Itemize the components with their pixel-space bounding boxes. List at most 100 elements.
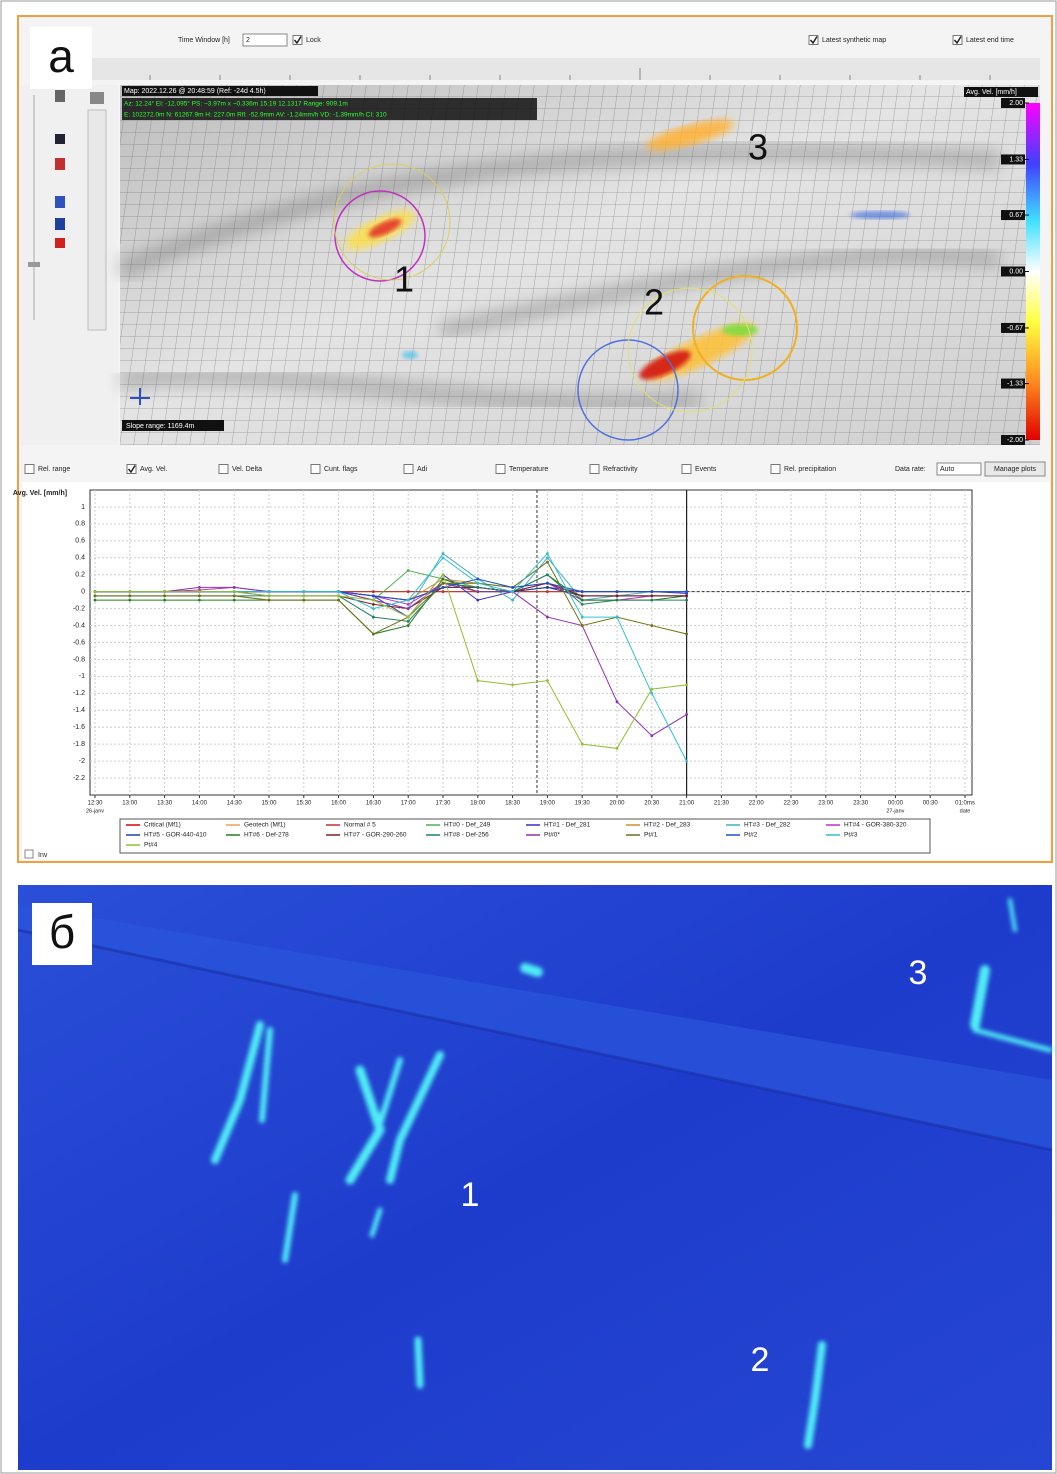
data-point <box>442 552 445 555</box>
colorbar-tick-label: 0.00 <box>1009 268 1023 275</box>
x-tick-label: 19:30 <box>575 801 591 807</box>
data-point <box>685 633 688 636</box>
legend-label: HT#4 - GOR-380-320 <box>844 822 907 829</box>
data-point <box>233 595 236 598</box>
legend-label: HT#3 - Def_282 <box>744 822 791 829</box>
legend-label: Geotech (Mf1) <box>244 822 286 829</box>
data-point <box>616 747 619 750</box>
y-tick-label: -0.8 <box>73 656 85 663</box>
x-tick-label: 01:0ms <box>955 801 975 807</box>
x-date-label: date <box>960 808 971 814</box>
lock-label: Lock <box>306 37 321 44</box>
image-annotation: 1 <box>461 1176 480 1214</box>
legend-label: Pt#3 <box>844 832 858 839</box>
x-tick-label: 17:00 <box>401 801 417 807</box>
x-tick-label: 15:00 <box>261 801 277 807</box>
checkbox[interactable] <box>219 465 228 474</box>
y-tick-label: -0.2 <box>73 605 85 612</box>
data-point <box>372 590 375 593</box>
legend-label: Pt#4 <box>144 842 158 849</box>
data-point <box>650 599 653 602</box>
data-point <box>650 624 653 627</box>
data-point <box>198 595 201 598</box>
option-label: Refractivity <box>603 466 638 473</box>
data-point <box>163 599 166 602</box>
y-tick-label: 0.2 <box>75 572 85 579</box>
data-point <box>650 590 653 593</box>
data-point <box>407 616 410 619</box>
legend-label: Normal # 5 <box>344 822 376 829</box>
data-point <box>407 607 410 610</box>
legend-label: HT#1 - Def_281 <box>544 822 591 829</box>
y-tick-label: -0.6 <box>73 639 85 646</box>
y-tick-label: -2 <box>79 758 85 765</box>
y-tick-label: -1.2 <box>73 690 85 697</box>
data-point <box>616 595 619 598</box>
data-point <box>650 734 653 737</box>
checkbox[interactable] <box>682 465 691 474</box>
option-label: Rel. precipitation <box>784 466 836 473</box>
data-point <box>546 556 549 559</box>
legend-label: HT#2 - Def_283 <box>644 822 691 829</box>
data-point <box>581 616 584 619</box>
data-point <box>233 599 236 602</box>
y-tick-label: -2.2 <box>73 775 85 782</box>
colorbar-tick-label: -2.00 <box>1007 437 1023 444</box>
data-point <box>128 599 131 602</box>
data-point <box>94 590 97 593</box>
y-tick-label: 0.8 <box>75 521 85 528</box>
data-point <box>407 590 410 593</box>
image-annotation: 2 <box>751 1341 770 1379</box>
colorbar-tick-label: -0.67 <box>1007 325 1023 332</box>
data-point <box>546 590 549 593</box>
data-point <box>476 582 479 585</box>
slope-range: Slope range: 1169.4m <box>126 423 195 430</box>
x-tick-label: 13:00 <box>122 801 138 807</box>
x-tick-label: 22:00 <box>749 801 765 807</box>
data-point <box>511 599 514 602</box>
checkbox[interactable] <box>590 465 599 474</box>
data-point <box>128 590 131 593</box>
data-point <box>616 590 619 593</box>
data-point <box>581 595 584 598</box>
data-point <box>407 620 410 623</box>
y-tick-label: -1.8 <box>73 741 85 748</box>
data-point <box>581 590 584 593</box>
data-rate-label: Data rate: <box>895 466 926 473</box>
checkbox[interactable] <box>771 465 780 474</box>
colorbar-tick-label: -1.33 <box>1007 380 1023 387</box>
data-point <box>372 599 375 602</box>
option-label: Cunt. flags <box>324 466 358 473</box>
data-point <box>163 590 166 593</box>
data-point <box>233 590 236 593</box>
data-point <box>442 582 445 585</box>
checkbox[interactable] <box>496 465 505 474</box>
figure: a б Time Window [h] 2 Lock Latest synthe… <box>0 0 1057 1474</box>
x-tick-label: 20:00 <box>609 801 625 807</box>
map-annotation: 3 <box>748 127 768 168</box>
panel-label: a <box>48 30 74 82</box>
data-point <box>476 679 479 682</box>
x-date-label: 27-janv <box>886 808 904 814</box>
manage-plots-label: Manage plots <box>994 466 1037 473</box>
data-point <box>302 590 305 593</box>
map-annotation: 2 <box>644 282 664 323</box>
y-tick-label: 0.6 <box>75 538 85 545</box>
data-point <box>476 599 479 602</box>
y-axis-label: Avg. Vel. [mm/h] <box>13 490 67 497</box>
inv-checkbox[interactable] <box>25 850 33 858</box>
data-point <box>198 590 201 593</box>
option-label: Events <box>695 466 717 473</box>
data-point <box>685 760 688 763</box>
map-info: E: 102272.0m N: 61267.9m H: 227.0m Rfl: … <box>124 112 387 119</box>
x-tick-label: 21:00 <box>679 801 695 807</box>
colorbar-tick-label: 2.00 <box>1009 100 1023 107</box>
x-tick-label: 16:00 <box>331 801 347 807</box>
x-tick-label: 19:00 <box>540 801 556 807</box>
checkbox[interactable] <box>404 465 413 474</box>
data-point <box>94 599 97 602</box>
timeline <box>90 58 1040 80</box>
x-tick-label: 12:30 <box>87 801 103 807</box>
checkbox[interactable] <box>311 465 320 474</box>
checkbox[interactable] <box>25 465 34 474</box>
